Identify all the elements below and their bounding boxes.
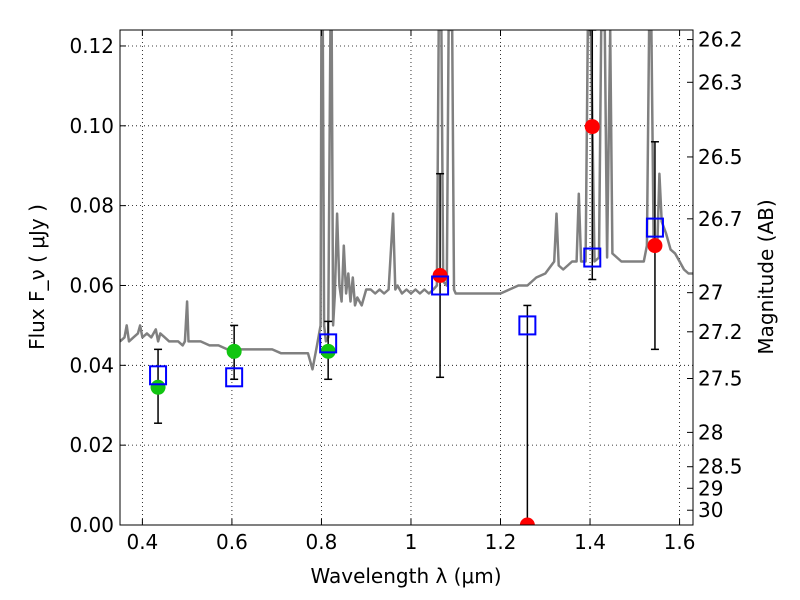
green-data-point bbox=[226, 343, 242, 359]
x-tick-label: 1.2 bbox=[485, 530, 517, 554]
magnitude-tick-label: 27.5 bbox=[698, 366, 743, 390]
y-axis-label: Flux F_ν ( μJy ) bbox=[25, 204, 49, 350]
y-tick-label: 0.06 bbox=[69, 273, 114, 297]
x-tick-label: 1 bbox=[405, 530, 418, 554]
x-tick-label: 0.4 bbox=[126, 530, 158, 554]
x-tick-label: 1.6 bbox=[664, 530, 696, 554]
right-axis-label: Magnitude (AB) bbox=[754, 199, 778, 354]
grid bbox=[120, 30, 693, 526]
y-tick-label: 0.02 bbox=[69, 433, 114, 457]
y-tick-label: 0.10 bbox=[69, 114, 114, 138]
model-flux-box bbox=[319, 333, 338, 354]
y-tick-label: 0.08 bbox=[69, 194, 114, 218]
plot-area bbox=[120, 30, 693, 525]
green-data-point bbox=[320, 343, 336, 359]
error-bar bbox=[523, 304, 532, 525]
x-tick-label: 1.4 bbox=[574, 530, 606, 554]
magnitude-tick-label: 27.2 bbox=[698, 320, 743, 344]
model-flux-box bbox=[225, 367, 244, 388]
model-flux-box bbox=[583, 247, 602, 268]
y-tick-label: 0.12 bbox=[69, 34, 114, 58]
x-tick-label: 0.6 bbox=[216, 530, 248, 554]
plot-frame bbox=[119, 29, 694, 526]
magnitude-tick-label: 26.7 bbox=[698, 207, 743, 231]
red-data-point bbox=[584, 119, 600, 135]
y-tick-label: 0.00 bbox=[69, 513, 114, 537]
model-spectrum-line bbox=[120, 30, 693, 371]
x-axis-label: Wavelength λ (μm) bbox=[310, 564, 501, 588]
magnitude-tick-label: 28.5 bbox=[698, 455, 743, 479]
model-flux-box bbox=[149, 365, 168, 386]
model-flux-box bbox=[645, 217, 664, 238]
magnitude-tick-label: 26.5 bbox=[698, 145, 743, 169]
model-flux-box bbox=[518, 315, 537, 336]
magnitude-tick-label: 29 bbox=[698, 476, 723, 500]
axis-ticks: 0.4 0.6 0.8 1 1.2 1.4 1.6 0.00 0.02 0.04 0.06 0.08 0… bbox=[69, 28, 742, 554]
magnitude-tick-label: 26.2 bbox=[698, 28, 743, 52]
magnitude-tick-label: 30 bbox=[698, 498, 723, 522]
red-data-point bbox=[647, 238, 663, 254]
error-bar bbox=[588, 30, 597, 281]
model-flux-box bbox=[431, 275, 450, 296]
magnitude-tick-label: 28 bbox=[698, 420, 723, 444]
magnitude-tick-label: 26.3 bbox=[698, 70, 743, 94]
x-tick-label: 0.8 bbox=[306, 530, 338, 554]
y-tick-label: 0.04 bbox=[69, 353, 114, 377]
green-data-point bbox=[150, 379, 166, 395]
red-data-point bbox=[519, 517, 535, 525]
magnitude-tick-label: 27 bbox=[698, 281, 723, 305]
